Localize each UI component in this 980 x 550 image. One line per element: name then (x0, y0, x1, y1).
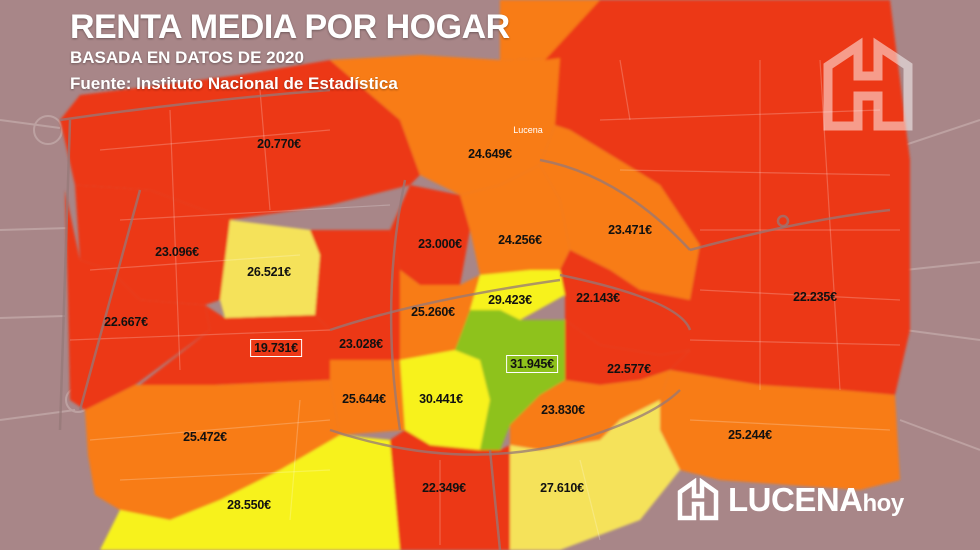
income-label-z19: 23.830€ (541, 403, 585, 417)
brand-name-main: LUCENA (728, 481, 863, 518)
zone-z10 (310, 230, 400, 360)
income-label-z11: 25.260€ (411, 305, 455, 319)
income-label-z14: 22.235€ (793, 290, 837, 304)
zone-z14 (545, 0, 910, 395)
zone-z18 (400, 350, 490, 450)
brand-name: LUCENAhoy (728, 481, 904, 519)
main-roads (58, 88, 891, 550)
income-label-z18: 30.441€ (419, 392, 463, 406)
watermark-logo-icon (823, 37, 913, 131)
income-label-z23: 22.349€ (422, 481, 466, 495)
income-label-z16: 22.577€ (607, 362, 651, 376)
zone-z19 (510, 370, 670, 450)
lucena-hoy-logo-icon (677, 478, 719, 521)
zone-z4 (220, 220, 320, 318)
income-label-z2: 24.649€ (468, 147, 512, 161)
income-label-z13: 22.143€ (576, 291, 620, 305)
income-label-z20: 25.472€ (183, 430, 227, 444)
zone-z7 (540, 125, 700, 300)
income-label-z15: 31.945€ (506, 355, 558, 373)
income-label-z1: 20.770€ (257, 137, 301, 151)
zone-z2b (500, 0, 600, 60)
zone-z21 (660, 370, 900, 490)
zone-z24 (510, 400, 680, 550)
street-grid (69, 59, 901, 545)
zone-z8 (65, 190, 210, 410)
income-label-z5: 23.000€ (418, 237, 462, 251)
map-source: Fuente: Instituto Nacional de Estadístic… (70, 74, 398, 93)
zone-z2 (330, 55, 565, 195)
income-label-z8: 22.667€ (104, 315, 148, 329)
brand-name-suffix: hoy (862, 490, 905, 517)
zone-z13 (560, 250, 690, 355)
income-label-z10: 23.028€ (339, 337, 383, 351)
income-label-z17: 25.644€ (342, 392, 386, 406)
town-label: Lucena (513, 125, 543, 135)
zone-z17 (330, 360, 405, 435)
zone-z22 (100, 435, 400, 550)
zone-z11 (400, 270, 480, 360)
zone-z20 (85, 380, 340, 520)
income-label-z9: 19.731€ (250, 339, 302, 357)
income-label-z22: 28.550€ (227, 498, 271, 512)
income-label-z6: 24.256€ (498, 233, 542, 247)
zone-z6 (460, 165, 570, 275)
zone-z23 (390, 430, 510, 550)
zone-z3 (75, 185, 230, 305)
zone-z5 (390, 185, 470, 285)
income-label-z7: 23.471€ (608, 223, 652, 237)
brand-logo: LUCENAhoy (676, 478, 904, 522)
income-label-z4: 26.521€ (247, 265, 291, 279)
map-title: RENTA MEDIA POR HOGAR (70, 8, 510, 46)
zone-z16 (565, 320, 690, 385)
income-label-z3: 23.096€ (155, 245, 199, 259)
zone-z15 (455, 310, 565, 450)
zone-z9 (140, 305, 330, 385)
income-label-z24: 27.610€ (540, 481, 584, 495)
map-subtitle: BASADA EN DATOS DE 2020 (70, 48, 304, 67)
zone-z1 (60, 60, 420, 220)
income-label-z12: 29.423€ (488, 293, 532, 307)
income-label-z21: 25.244€ (728, 428, 772, 442)
